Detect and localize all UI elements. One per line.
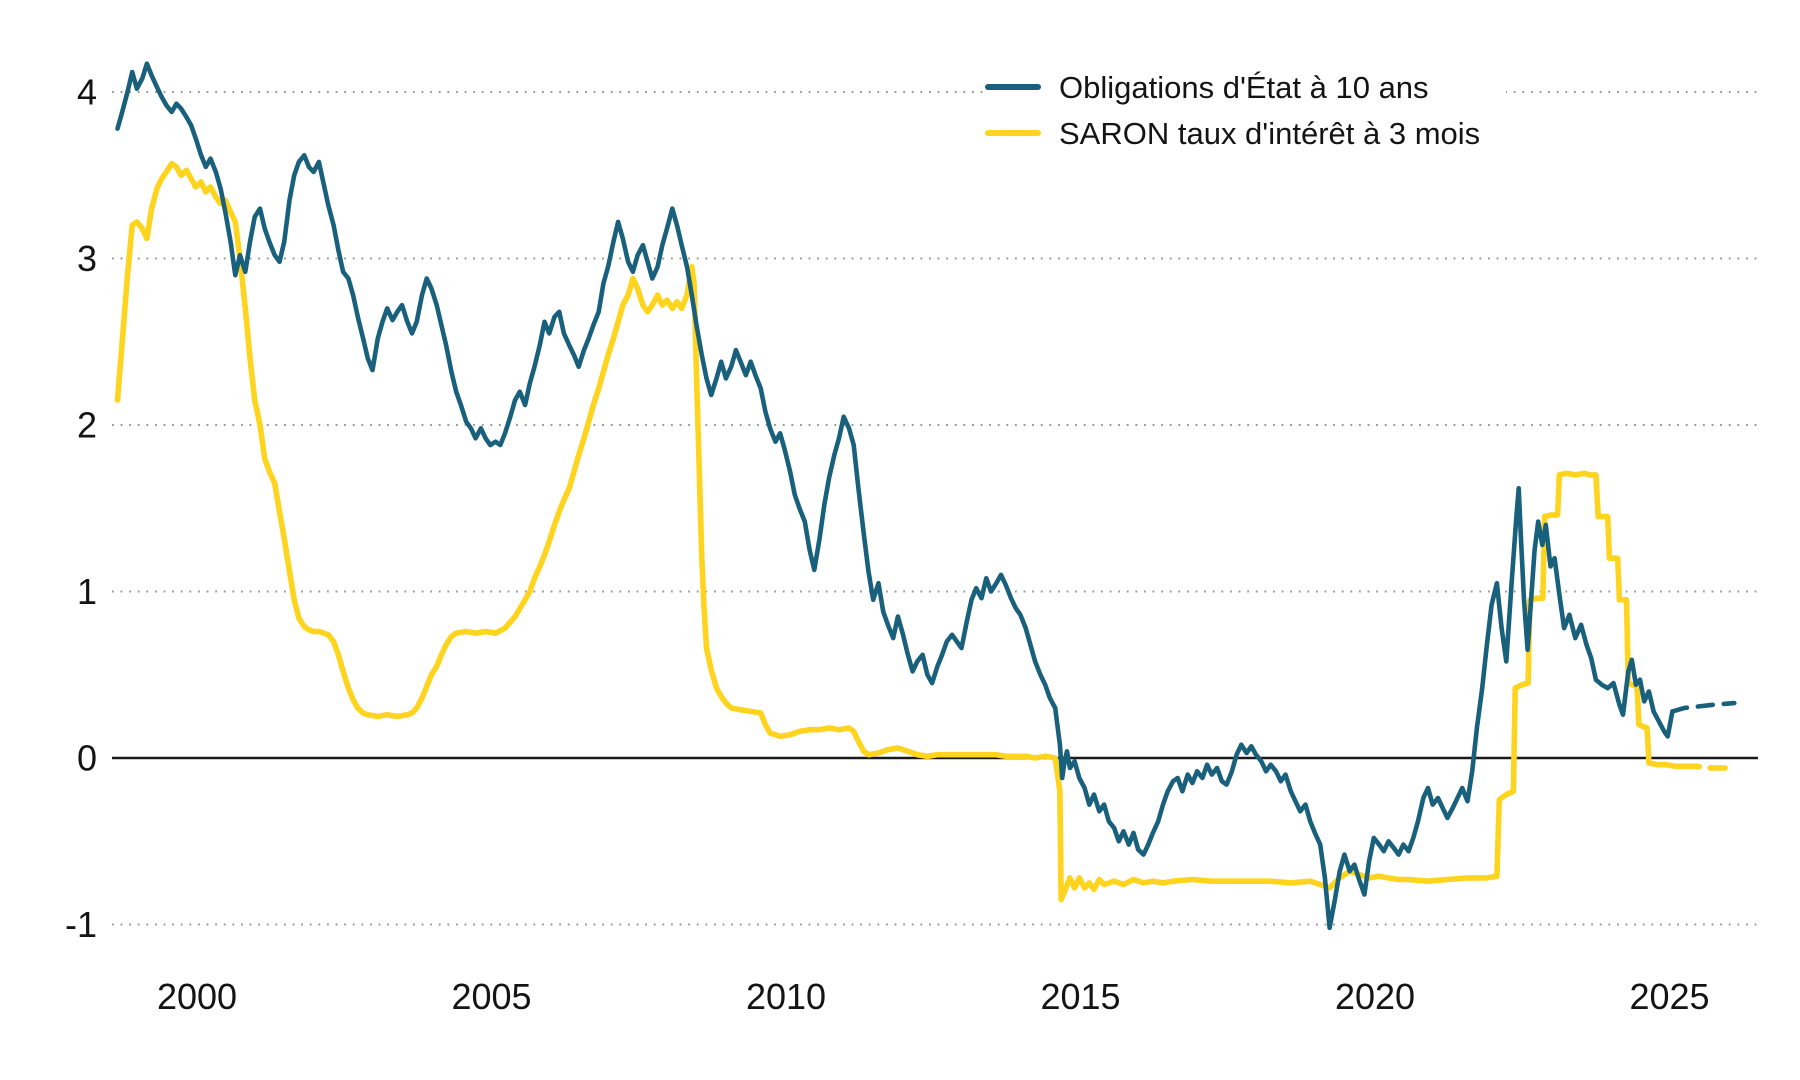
y-tick-label: 3 [77, 238, 97, 279]
legend-swatch-bonds-line [985, 84, 1041, 90]
legend-item-bonds: Obligations d'État à 10 ans [985, 64, 1480, 110]
legend-label-saron: SARON taux d'intérêt à 3 mois [1059, 115, 1481, 151]
legend-swatch-saron-line [985, 130, 1041, 136]
y-tick-label: 0 [77, 738, 97, 779]
axis-labels: 4 3 2 1 0 -1 2000 2005 2010 2015 2020 2025 [65, 72, 1710, 1018]
series-saron-forecast-dashed [1681, 763, 1729, 771]
x-tick-label-2000: 2000 [157, 976, 237, 1017]
x-tick-label-2025: 2025 [1629, 976, 1709, 1017]
x-tick-label-2020: 2020 [1335, 976, 1415, 1017]
series-bonds-line [115, 61, 1675, 931]
y-tick-label: 4 [77, 72, 97, 113]
series-bonds-forecast-dashed [1670, 700, 1737, 714]
x-tick-label-2005: 2005 [451, 976, 531, 1017]
series-saron-line [114, 160, 1687, 903]
y-tick-label: 1 [77, 571, 97, 612]
series-lines [114, 61, 1737, 931]
legend-label-bonds: Obligations d'État à 10 ans [1059, 69, 1429, 105]
gridlines [112, 91, 1758, 926]
x-tick-label-2010: 2010 [746, 976, 826, 1017]
legend: Obligations d'État à 10 ans SARON taux d… [983, 62, 1507, 158]
y-tick-label: 2 [77, 405, 97, 446]
y-tick-label: -1 [65, 904, 97, 945]
x-tick-label-2015: 2015 [1040, 976, 1120, 1017]
legend-item-saron: SARON taux d'intérêt à 3 mois [985, 110, 1480, 156]
